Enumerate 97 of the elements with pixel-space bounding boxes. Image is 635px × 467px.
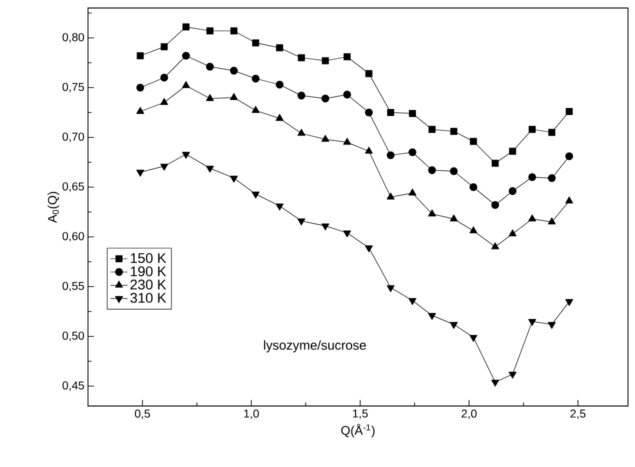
y-tick-label: 0,75 (62, 82, 84, 92)
point (298, 54, 305, 62)
point (344, 53, 351, 60)
y-tick-label: 0,80 (62, 33, 84, 43)
point (508, 187, 516, 195)
point (509, 148, 516, 155)
point (160, 43, 168, 50)
y-tick-label: 0,65 (62, 182, 84, 192)
point (491, 201, 500, 209)
point (365, 70, 372, 78)
point (450, 322, 458, 329)
point (136, 106, 144, 114)
point (428, 166, 436, 174)
point (160, 164, 168, 171)
point (136, 84, 144, 92)
point (566, 108, 573, 115)
point (565, 196, 574, 204)
point (206, 166, 214, 173)
point (136, 170, 144, 177)
point (136, 52, 144, 60)
point (182, 52, 190, 60)
point (548, 128, 556, 136)
point (343, 138, 352, 145)
point (252, 74, 260, 83)
point (321, 224, 330, 230)
legend-label: 230 K (130, 280, 166, 290)
point (528, 173, 536, 182)
point (528, 319, 536, 326)
point (297, 92, 306, 100)
x-tick-label: 2,0 (462, 410, 477, 420)
y-tick-label: 0,50 (62, 332, 84, 342)
point (252, 192, 260, 199)
point (408, 110, 416, 117)
y-axis-title: A$_{0}$(Q) (48, 192, 60, 223)
y-tick-label: 0,60 (62, 232, 84, 242)
point (160, 98, 168, 105)
x-tick-label: 1,5 (353, 410, 368, 419)
point (343, 230, 352, 238)
point (364, 146, 373, 154)
point (276, 80, 284, 89)
point (469, 334, 478, 342)
point (428, 313, 436, 320)
point (408, 298, 416, 306)
point (364, 245, 373, 252)
point (230, 176, 238, 183)
point (450, 167, 458, 176)
point (386, 192, 395, 200)
point (297, 128, 306, 136)
y-tick-label: 0,55 (62, 282, 84, 292)
point (230, 66, 238, 75)
x-tick-label: 1,0 (244, 410, 259, 420)
point (386, 285, 395, 292)
point (182, 152, 190, 159)
point (252, 106, 260, 113)
point (343, 90, 352, 98)
x-axis-title: Q(Å$^{-1}$) (341, 424, 375, 438)
point (322, 57, 329, 64)
point (386, 151, 395, 160)
y-tick-label: 0,45 (62, 381, 84, 391)
y-tick-label: 0,70 (62, 132, 84, 142)
point (206, 27, 214, 34)
point (276, 44, 284, 52)
point (321, 134, 330, 142)
legend-label: 310 K (130, 292, 166, 303)
point (297, 218, 306, 226)
point (182, 81, 190, 88)
point (364, 108, 373, 116)
point (470, 138, 477, 145)
x-tick-label: 2,5 (570, 410, 586, 420)
annotation: lysozyme/sucrose (264, 340, 366, 352)
point (450, 128, 458, 135)
point (565, 299, 574, 306)
point (252, 39, 260, 46)
legend-label: 150 K (130, 253, 166, 264)
point (182, 23, 190, 30)
point (230, 93, 238, 100)
point (387, 108, 394, 116)
point (528, 126, 536, 133)
point (160, 74, 168, 82)
point (276, 204, 284, 211)
point (428, 126, 436, 133)
point (321, 94, 330, 102)
point (565, 152, 574, 160)
point (206, 94, 214, 101)
point (548, 174, 556, 182)
point (276, 114, 284, 121)
point (230, 27, 238, 34)
x-tick-label: 0,5 (134, 410, 150, 420)
point (470, 183, 478, 191)
point (491, 380, 500, 387)
point (408, 148, 416, 156)
point (548, 322, 556, 329)
legend-label: 190 K (130, 266, 166, 276)
point (206, 62, 214, 71)
point (408, 188, 416, 196)
point (508, 372, 517, 379)
point (492, 160, 499, 167)
